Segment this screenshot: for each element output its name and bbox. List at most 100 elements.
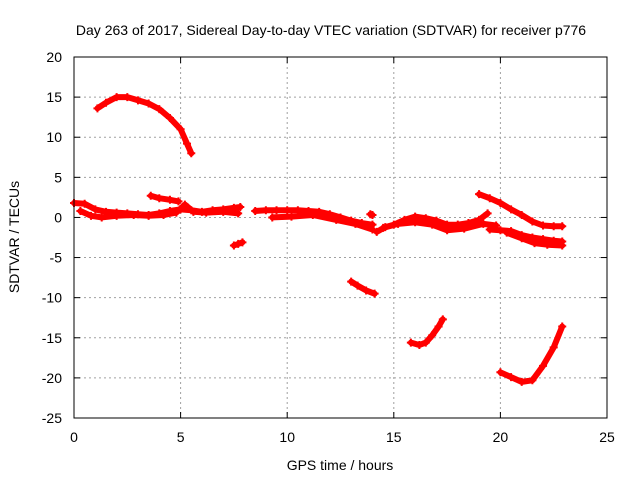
- data-point: [558, 222, 567, 231]
- series-layer: [70, 93, 567, 386]
- data-point: [261, 206, 270, 215]
- data-point: [283, 206, 292, 215]
- data-point: [93, 104, 102, 113]
- y-tick-label: -5: [50, 250, 63, 266]
- series-band-main-b: [76, 200, 243, 222]
- data-point: [202, 208, 211, 217]
- series-line: [348, 278, 378, 297]
- x-tick-label: 25: [599, 429, 615, 445]
- x-tick-label: 15: [386, 429, 402, 445]
- y-tick-label: -15: [42, 330, 62, 346]
- data-point: [434, 322, 443, 331]
- data-point: [496, 368, 505, 377]
- y-tick-label: 20: [46, 49, 62, 65]
- data-point: [180, 200, 189, 209]
- data-point: [530, 239, 539, 248]
- data-point: [251, 207, 260, 216]
- data-point: [144, 211, 153, 220]
- data-point: [372, 227, 381, 236]
- data-point: [155, 194, 164, 203]
- series-short-14h-spot: [366, 210, 377, 220]
- data-point: [287, 212, 296, 221]
- data-point: [368, 211, 377, 220]
- data-point: [362, 286, 371, 295]
- data-point: [406, 338, 415, 347]
- data-point: [558, 322, 567, 331]
- data-point: [528, 217, 537, 226]
- data-point: [268, 213, 277, 222]
- data-point: [549, 343, 558, 352]
- series-arc-low-16h: [406, 315, 447, 349]
- data-point: [238, 238, 247, 247]
- data-point: [187, 149, 196, 158]
- data-point: [517, 377, 526, 386]
- data-point: [394, 219, 403, 228]
- plot-frame: [73, 56, 608, 419]
- data-point: [112, 211, 121, 220]
- chart-title: Day 263 of 2017, Sidereal Day-to-day VTE…: [76, 22, 586, 38]
- data-point: [479, 219, 488, 228]
- y-tick-label: -10: [42, 290, 62, 306]
- data-point: [272, 206, 281, 215]
- data-point: [123, 93, 132, 102]
- data-point: [146, 191, 155, 200]
- series-short-4h: [146, 191, 183, 206]
- data-point: [219, 207, 228, 216]
- data-point: [234, 209, 243, 218]
- data-point: [370, 289, 379, 298]
- x-tick-label: 20: [493, 429, 509, 445]
- data-point: [496, 226, 505, 235]
- data-point: [460, 224, 469, 233]
- data-point: [502, 228, 511, 237]
- data-point: [528, 376, 537, 385]
- data-point: [558, 241, 567, 250]
- data-point: [485, 225, 494, 234]
- data-point: [159, 211, 168, 220]
- series-band-midday-lower: [268, 211, 377, 234]
- y-tick-label: -20: [42, 370, 62, 386]
- data-point: [101, 98, 110, 107]
- data-point: [507, 373, 516, 382]
- series-line: [497, 323, 566, 385]
- data-point: [172, 208, 181, 217]
- x-axis-label: GPS time / hours: [287, 457, 394, 473]
- y-tick-label: 15: [46, 89, 62, 105]
- series-arc-high-morning: [93, 93, 196, 158]
- data-point: [475, 190, 484, 199]
- data-point: [87, 211, 96, 220]
- data-point: [80, 199, 89, 208]
- data-point: [539, 221, 548, 230]
- series-band-evening-upper: [475, 190, 567, 231]
- data-point: [133, 96, 142, 105]
- data-point: [234, 239, 243, 248]
- series-band-afternoon-lower: [379, 218, 501, 235]
- y-tick-label: -25: [42, 410, 62, 426]
- data-point: [236, 203, 245, 212]
- data-point: [379, 223, 388, 232]
- data-point: [144, 99, 153, 108]
- data-point: [353, 281, 362, 290]
- data-point: [129, 211, 138, 220]
- data-point: [189, 207, 198, 216]
- data-point: [549, 222, 558, 231]
- data-point: [485, 194, 494, 203]
- data-point: [421, 338, 430, 347]
- y-tick-label: 0: [54, 209, 62, 225]
- x-tick-label: 10: [279, 429, 295, 445]
- series-short-13h: [347, 277, 379, 298]
- data-point: [415, 340, 424, 349]
- data-point: [483, 209, 492, 218]
- data-point: [351, 219, 360, 228]
- data-point: [428, 220, 437, 229]
- y-tick-label: 10: [46, 129, 62, 145]
- data-point: [507, 205, 516, 214]
- x-tick-label: 5: [177, 429, 185, 445]
- ticks: 0 5 10 15 20 25 -25 -20 -15 -10 -5 0 5 10 15 20: [42, 49, 615, 445]
- data-point: [347, 277, 356, 286]
- data-point: [517, 234, 526, 243]
- series-band-evening-lowest: [502, 228, 567, 250]
- y-tick-label: 5: [54, 169, 62, 185]
- series-short-7.8h: [229, 238, 247, 250]
- data-point: [308, 211, 317, 220]
